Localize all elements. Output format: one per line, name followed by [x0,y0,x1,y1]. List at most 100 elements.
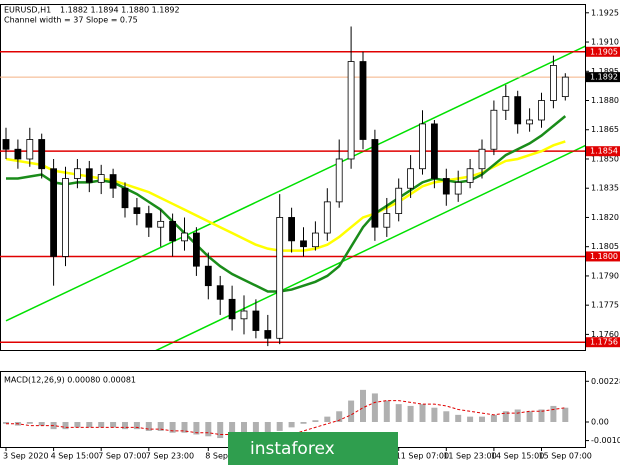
macd-bar [229,422,236,439]
macd-bar [443,411,450,422]
main-pane [0,26,585,350]
y-tick-label: 1.1790 [591,271,619,280]
macd-bar [38,422,45,426]
candle-body [383,213,391,228]
macd-bar [479,416,485,422]
candle-body [323,201,331,234]
candle-body [204,265,212,287]
candle-body [335,158,343,203]
candle-body [121,187,129,209]
macd-bar [562,407,569,422]
watermark: instaforex [250,439,335,459]
candle-body [526,119,533,125]
candle-body [430,123,438,179]
candle-body [490,109,498,150]
macd-bar [324,416,331,422]
candle-body [407,168,415,189]
y-tick-label: 1.1835 [591,184,619,193]
macd-title: MACD(12,26,9) 0.00080 0.00081 [4,376,136,385]
macd-bar [467,416,474,422]
macd-bar [348,400,355,422]
level-label-box [586,251,620,262]
candle-body [26,139,34,160]
watermark-box [228,432,398,465]
macd-bar [336,411,343,422]
symbol-label: EURUSD,H1 [4,6,51,15]
candle-body [181,232,188,242]
macd-bar [514,409,521,422]
candle-body [228,298,236,320]
level-label: 1.1756 [590,338,618,347]
candle-body [133,207,141,214]
macd-bar [455,414,462,422]
main-pane-border [0,4,586,351]
level-label-box [586,337,620,348]
macd-bar [264,422,271,439]
macd-bar [205,422,212,437]
candle-body [550,65,557,101]
channel-label: Channel width = 37 Slope = 0.75 [4,16,138,25]
macd-bar [276,422,283,431]
macd-bar [383,400,390,422]
macd-bar [538,409,545,422]
macd-bar [26,422,33,424]
macd-bar [110,422,117,428]
x-tick-label: 11 Sep 07:00 [396,452,449,461]
level-label: 1.1800 [590,252,618,261]
candle-body [74,168,81,179]
y-tick-label: 1.1820 [591,213,619,222]
candle-body [442,178,450,195]
candle-body [97,174,105,183]
macd-bar [181,422,188,433]
y-tick-label: 1.1850 [591,154,619,163]
y-tick-label: -0.00104 [591,436,620,445]
candle-body [288,217,296,242]
y-tick-label: 1.1895 [591,67,619,76]
macd-bar [133,422,140,430]
y-tick-label: 1.1925 [591,8,619,17]
level-label: 1.1854 [590,147,618,156]
macd-bar [157,422,164,431]
last-price-box [586,72,620,83]
candle-body [276,217,284,339]
x-tick-label: 3 Sep 2020 [3,452,49,461]
candle-body [85,168,93,183]
candle-body [50,168,57,257]
candle-body [395,187,403,214]
axes: 1.19251.19101.18951.18801.18651.18501.18… [3,8,620,461]
macd-bar [169,422,176,433]
macd-bar [62,422,69,430]
macd-bar [145,422,152,431]
macd-bar [431,407,438,422]
candle-body [169,220,177,242]
macd-bar [360,389,366,422]
macd-bar [74,422,81,428]
macd-pane [3,389,569,439]
x-tick-label: 7 Sep 23:00 [146,452,194,461]
macd-bar [395,404,402,422]
macd-bar [312,420,319,422]
level-label-box [586,46,620,57]
candle-body [466,168,474,183]
candle-body [359,61,367,140]
candle-body [264,330,272,339]
candle-body [240,310,248,320]
macd-bar [86,422,93,428]
macd-bar [122,422,128,430]
candle-body [538,100,545,121]
x-tick-label: 14 Sep 15:00 [491,452,544,461]
macd-bar [526,411,533,422]
y-tick-label: 1.1760 [591,330,619,339]
macd-bar [407,405,414,422]
candle-body [371,139,379,228]
level-label: 1.1905 [590,47,618,56]
candle-body [514,96,522,125]
channel-line [5,45,585,322]
candle-body [311,232,319,248]
macd-bar [217,422,224,439]
x-tick-label: 11 Sep 23:00 [443,452,496,461]
candle-body [419,123,426,170]
x-tick-label: 4 Sep 15:00 [51,452,99,461]
candle-body [62,178,69,257]
candle-body [502,96,510,111]
